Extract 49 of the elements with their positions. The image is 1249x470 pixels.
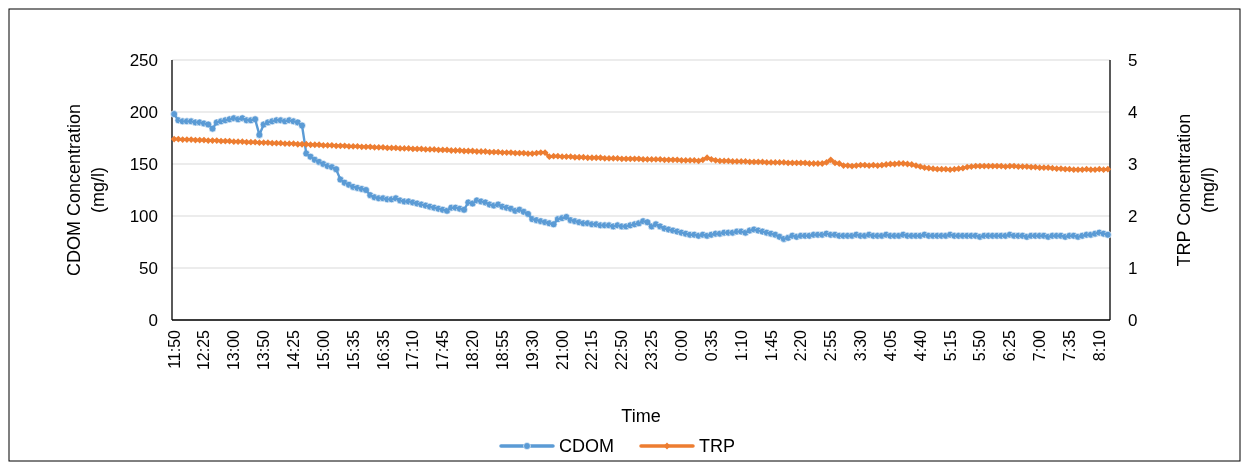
x-tick-label: 7:00 <box>1031 329 1049 362</box>
x-tick-label: 18:55 <box>493 329 511 371</box>
y-axis-title: CDOM Concentration (mg/l) <box>64 103 108 277</box>
x-tick-label: 15:00 <box>314 329 332 371</box>
y2-tick-label: 2 <box>1128 206 1138 226</box>
y-tick-label: 100 <box>129 206 158 226</box>
y-tick-label: 200 <box>129 102 158 122</box>
x-tick-label: 12:25 <box>195 329 213 371</box>
x-tick-label: 13:50 <box>255 329 273 371</box>
x-tick-label: 3:30 <box>852 329 870 362</box>
x-tick-label: 0:00 <box>673 329 690 362</box>
y2-tick-label: 0 <box>1128 310 1138 330</box>
x-tick-label: 7:35 <box>1061 329 1078 362</box>
x-tick-label: 2:20 <box>792 329 810 362</box>
x-tick-label: 4:05 <box>881 329 899 362</box>
x-tick-label: 5:50 <box>971 329 989 362</box>
x-tick-label: 5:15 <box>941 329 959 362</box>
y2-tick-label: 1 <box>1128 258 1138 278</box>
x-tick-label: 15:35 <box>344 329 362 371</box>
x-tick-label: 17:10 <box>404 329 422 371</box>
x-tick-label: 22:50 <box>613 329 631 371</box>
x-tick-label: 0:35 <box>702 329 720 362</box>
x-tick-label: 2:55 <box>822 329 840 362</box>
x-tick-label: 6:25 <box>1001 329 1019 362</box>
x-tick-label: 23:25 <box>643 329 661 371</box>
x-tick-label: 11:50 <box>165 329 183 369</box>
y2-tick-label: 4 <box>1128 102 1138 122</box>
x-tick-label: 4:40 <box>911 329 929 362</box>
y-tick-label: 250 <box>129 50 158 70</box>
x-tick-label: 19:30 <box>523 329 541 371</box>
x-tick-label: 13:00 <box>225 329 243 371</box>
x-tick-label: 14:25 <box>285 329 303 371</box>
x-tick-label: 1:45 <box>762 329 780 362</box>
x-tick-label: 22:15 <box>583 329 601 371</box>
y-tick-label: 150 <box>129 154 158 174</box>
y-tick-label: 0 <box>148 310 158 330</box>
y-tick-label: 50 <box>139 258 158 278</box>
y2-axis-title: TRP Concentration (mg/l) <box>1174 113 1218 267</box>
x-tick-label: 8:10 <box>1090 329 1108 362</box>
x-tick-label: 17:45 <box>434 329 452 371</box>
x-tick-label: 1:10 <box>732 329 750 362</box>
legend-label: TRP <box>699 436 735 456</box>
y2-tick-label: 5 <box>1128 50 1138 70</box>
x-tick-label: 21:00 <box>553 329 571 371</box>
legend-label: CDOM <box>559 436 614 456</box>
x-tick-label: 16:35 <box>374 329 392 371</box>
x-tick-label: 18:20 <box>464 329 482 371</box>
y2-tick-label: 3 <box>1128 154 1138 174</box>
x-axis-title: Time <box>621 406 661 426</box>
